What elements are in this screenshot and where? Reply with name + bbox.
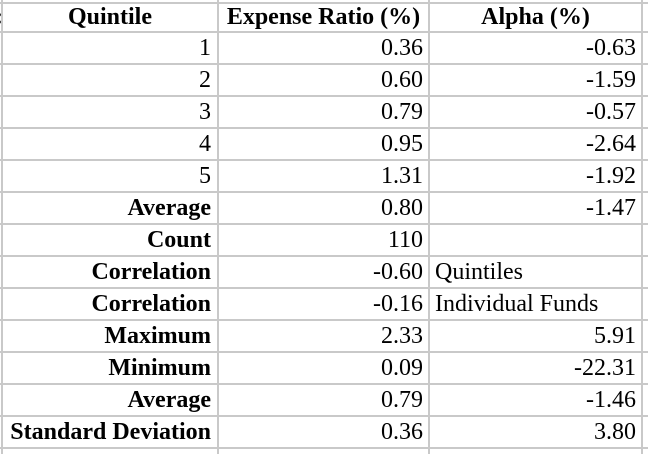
clipped-column-cell [0,193,3,223]
clipped-column-cell [643,289,648,319]
header-cell-quintile[interactable]: Quintile [3,4,219,31]
cell-expense-ratio[interactable]: 110 [219,225,430,255]
clipped-column-cell [0,225,3,255]
table-row-count: Count 110 [0,225,648,257]
cell-label[interactable]: 2 [3,65,219,95]
clipped-column-cell [643,33,648,63]
cell-label[interactable]: Average [3,385,219,415]
cell-alpha[interactable]: Individual Funds [430,289,643,319]
table-row-average-funds: Average 0.79 -1.46 [0,385,648,417]
table-row-quintile-1: 1 0.36 -0.63 [0,33,648,65]
table-row-quintile-2: 2 0.60 -1.59 [0,65,648,97]
clipped-column-cell [643,129,648,159]
clipped-row-cell [430,449,643,454]
clipped-row-cell [3,449,219,454]
cell-alpha[interactable]: -22.31 [430,353,643,383]
clipped-column-cell [643,4,648,31]
table-row-quintile-4: 4 0.95 -2.64 [0,129,648,161]
cell-expense-ratio[interactable]: 0.36 [219,417,430,447]
clipped-row-cell [3,0,219,2]
header-cell-alpha[interactable]: Alpha (%) [430,4,643,31]
cell-expense-ratio[interactable]: 0.36 [219,33,430,63]
cell-label[interactable]: Standard Deviation [3,417,219,447]
cell-expense-ratio[interactable]: 0.80 [219,193,430,223]
clipped-column-cell [0,33,3,63]
clipped-column-cell [643,257,648,287]
clipped-column-cell [643,225,648,255]
clipped-cell-text-fragment: : [0,3,3,32]
clipped-column-cell [643,321,648,351]
cell-alpha[interactable]: Quintiles [430,257,643,287]
clipped-column-cell [643,385,648,415]
header-cell-expense-ratio[interactable]: Expense Ratio (%) [219,4,430,31]
clipped-column-cell [643,65,648,95]
table-row-quintile-3: 3 0.79 -0.57 [0,97,648,129]
cell-expense-ratio[interactable]: -0.16 [219,289,430,319]
cell-alpha[interactable]: -2.64 [430,129,643,159]
table-row-correlation-individual-funds: Correlation -0.16 Individual Funds [0,289,648,321]
cell-alpha[interactable]: -1.47 [430,193,643,223]
clipped-column-cell [0,97,3,127]
clipped-column-cell [0,353,3,383]
cell-label[interactable]: Correlation [3,289,219,319]
clipped-column-cell [643,353,648,383]
table-row-quintile-5: 5 1.31 -1.92 [0,161,648,193]
cell-expense-ratio[interactable]: -0.60 [219,257,430,287]
clipped-column-cell [0,0,3,2]
table-row-average: Average 0.80 -1.47 [0,193,648,225]
table-row-minimum: Minimum 0.09 -22.31 [0,353,648,385]
clipped-column-cell [0,417,3,447]
cell-expense-ratio[interactable]: 0.79 [219,97,430,127]
cell-alpha[interactable]: 5.91 [430,321,643,351]
table-row-standard-deviation: Standard Deviation 0.36 3.80 [0,417,648,449]
clipped-row-cell [643,449,648,454]
clipped-column-cell [0,321,3,351]
cell-alpha[interactable]: -0.57 [430,97,643,127]
cell-alpha[interactable]: 3.80 [430,417,643,447]
table-row-correlation-quintiles: Correlation -0.60 Quintiles [0,257,648,289]
clipped-column-cell [0,161,3,191]
clipped-column-cell [643,97,648,127]
cell-label[interactable]: 3 [3,97,219,127]
clipped-column-cell [0,129,3,159]
clipped-column-cell [0,257,3,287]
clipped-column-cell [0,385,3,415]
header-row: Quintile Expense Ratio (%) Alpha (%) [0,4,648,33]
cell-label[interactable]: 4 [3,129,219,159]
clipped-column-cell [0,4,3,31]
cell-label[interactable]: Count [3,225,219,255]
clipped-row-cell [643,0,648,2]
cell-expense-ratio[interactable]: 1.31 [219,161,430,191]
cell-expense-ratio[interactable]: 0.09 [219,353,430,383]
cell-expense-ratio[interactable]: 0.60 [219,65,430,95]
cell-label[interactable]: Maximum [3,321,219,351]
clipped-row-cell [219,449,430,454]
cell-label[interactable]: 1 [3,33,219,63]
cell-alpha[interactable]: -1.92 [430,161,643,191]
cell-alpha[interactable]: -0.63 [430,33,643,63]
clipped-row-cell [430,0,643,2]
clipped-column-cell [0,65,3,95]
clipped-column-cell [643,193,648,223]
cell-alpha[interactable]: -1.46 [430,385,643,415]
cell-alpha[interactable] [430,225,643,255]
cell-label[interactable]: Minimum [3,353,219,383]
clipped-column-cell [0,449,3,454]
table-row-maximum: Maximum 2.33 5.91 [0,321,648,353]
cell-expense-ratio[interactable]: 2.33 [219,321,430,351]
clipped-column-cell [643,161,648,191]
clipped-column-cell [643,417,648,447]
cell-alpha[interactable]: -1.59 [430,65,643,95]
clipped-row-cell [219,0,430,2]
clipped-row-bottom [0,449,648,454]
cell-expense-ratio[interactable]: 0.95 [219,129,430,159]
clipped-column-cell [0,289,3,319]
clipped-row-top [0,0,648,4]
cell-label[interactable]: Average [3,193,219,223]
cell-expense-ratio[interactable]: 0.79 [219,385,430,415]
cell-label[interactable]: Correlation [3,257,219,287]
cell-label[interactable]: 5 [3,161,219,191]
